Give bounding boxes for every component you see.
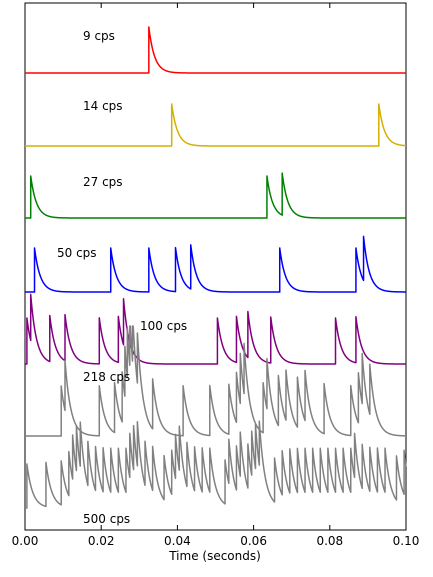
series-label-500-cps: 500 cps [83, 512, 130, 526]
x-axis-label: Time (seconds) [168, 549, 261, 563]
x-tick-label: 0.06 [240, 534, 267, 548]
traces [24, 26, 407, 509]
x-tick-label: 0.04 [164, 534, 191, 548]
trace-27-cps [24, 172, 407, 219]
x-tick-label: 0.00 [12, 534, 39, 548]
trace-500-cps [24, 420, 407, 509]
trace-218-cps [24, 325, 407, 437]
x-axis: 0.00 0.02 0.04 0.06 0.08 0.10 [12, 3, 420, 548]
trace-14-cps [24, 103, 407, 147]
series-label-27-cps: 27 cps [83, 175, 123, 189]
series-labels: 9 cps 14 cps 27 cps 50 cps 100 cps 218 cps 500… [57, 29, 187, 526]
series-label-50-cps: 50 cps [57, 246, 97, 260]
series-label-9-cps: 9 cps [83, 29, 115, 43]
trace-100-cps [24, 293, 407, 365]
series-label-14-cps: 14 cps [83, 99, 123, 113]
series-label-100-cps: 100 cps [140, 319, 187, 333]
trace-50-cps [24, 235, 407, 293]
series-label-218-cps: 218 cps [83, 370, 130, 384]
plot-frame [24, 2, 407, 531]
trace-9-cps [24, 26, 407, 74]
x-tick-label: 0.10 [393, 534, 420, 548]
x-tick-label: 0.02 [88, 534, 115, 548]
x-tick-label: 0.08 [316, 534, 343, 548]
